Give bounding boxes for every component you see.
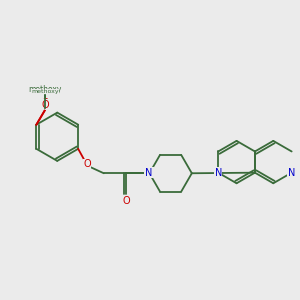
Text: O: O [41,98,49,109]
Text: O: O [122,196,130,206]
Text: N: N [146,168,154,178]
Text: N: N [288,168,295,178]
Text: N: N [214,168,222,178]
Text: N: N [145,168,152,178]
Text: methoxy: methoxy [32,89,59,94]
Text: O: O [83,159,91,170]
Text: O: O [41,100,49,110]
Text: methoxy: methoxy [28,85,62,94]
